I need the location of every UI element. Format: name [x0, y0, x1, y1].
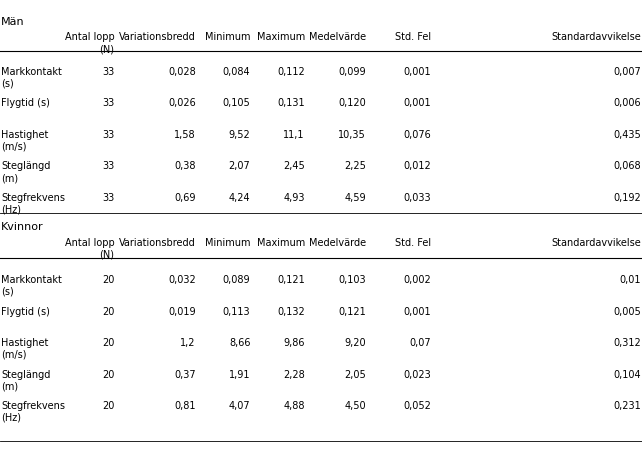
Text: 0,132: 0,132	[277, 307, 305, 317]
Text: 4,93: 4,93	[284, 193, 305, 203]
Text: 2,25: 2,25	[344, 161, 366, 171]
Text: 0,192: 0,192	[613, 193, 641, 203]
Text: Flygtid (s): Flygtid (s)	[1, 98, 50, 108]
Text: 0,131: 0,131	[277, 98, 305, 108]
Text: 0,002: 0,002	[404, 275, 431, 285]
Text: 0,121: 0,121	[338, 307, 366, 317]
Text: 11,1: 11,1	[284, 130, 305, 140]
Text: 4,07: 4,07	[229, 401, 250, 411]
Text: 8,66: 8,66	[229, 338, 250, 348]
Text: 0,104: 0,104	[613, 370, 641, 380]
Text: 0,435: 0,435	[613, 130, 641, 140]
Text: 0,121: 0,121	[277, 275, 305, 285]
Text: Antal lopp
(N): Antal lopp (N)	[65, 238, 114, 260]
Text: 0,001: 0,001	[404, 307, 431, 317]
Text: Standardavvikelse: Standardavvikelse	[551, 238, 641, 248]
Text: 4,59: 4,59	[344, 193, 366, 203]
Text: 33: 33	[102, 98, 114, 108]
Text: 0,076: 0,076	[404, 130, 431, 140]
Text: Steglängd
(m): Steglängd (m)	[1, 370, 51, 391]
Text: 20: 20	[102, 307, 114, 317]
Text: 0,052: 0,052	[404, 401, 431, 411]
Text: 0,81: 0,81	[175, 401, 196, 411]
Text: 0,69: 0,69	[175, 193, 196, 203]
Text: 0,084: 0,084	[223, 67, 250, 77]
Text: 0,006: 0,006	[613, 98, 641, 108]
Text: 0,005: 0,005	[613, 307, 641, 317]
Text: 9,86: 9,86	[284, 338, 305, 348]
Text: Hastighet
(m/s): Hastighet (m/s)	[1, 130, 49, 152]
Text: Medelvärde: Medelvärde	[309, 32, 366, 42]
Text: 0,112: 0,112	[277, 67, 305, 77]
Text: 0,023: 0,023	[404, 370, 431, 380]
Text: Flygtid (s): Flygtid (s)	[1, 307, 50, 317]
Text: 2,05: 2,05	[344, 370, 366, 380]
Text: 0,37: 0,37	[174, 370, 196, 380]
Text: Antal lopp
(N): Antal lopp (N)	[65, 32, 114, 54]
Text: 0,001: 0,001	[404, 67, 431, 77]
Text: Män: Män	[1, 17, 25, 27]
Text: 0,113: 0,113	[223, 307, 250, 317]
Text: 9,20: 9,20	[344, 338, 366, 348]
Text: 0,007: 0,007	[613, 67, 641, 77]
Text: 1,2: 1,2	[180, 338, 196, 348]
Text: 0,028: 0,028	[168, 67, 196, 77]
Text: 33: 33	[102, 67, 114, 77]
Text: Hastighet
(m/s): Hastighet (m/s)	[1, 338, 49, 360]
Text: 0,068: 0,068	[613, 161, 641, 171]
Text: 4,24: 4,24	[229, 193, 250, 203]
Text: 1,58: 1,58	[174, 130, 196, 140]
Text: 1,91: 1,91	[229, 370, 250, 380]
Text: 0,089: 0,089	[223, 275, 250, 285]
Text: Std. Fel: Std. Fel	[395, 238, 431, 248]
Text: Maximum: Maximum	[257, 32, 305, 42]
Text: 0,231: 0,231	[613, 401, 641, 411]
Text: 2,45: 2,45	[283, 161, 305, 171]
Text: 0,033: 0,033	[404, 193, 431, 203]
Text: Std. Fel: Std. Fel	[395, 32, 431, 42]
Text: 20: 20	[102, 275, 114, 285]
Text: Variationsbredd: Variationsbredd	[119, 32, 196, 42]
Text: Markkontakt
(s): Markkontakt (s)	[1, 275, 62, 297]
Text: 0,120: 0,120	[338, 98, 366, 108]
Text: Stegfrekvens
(Hz): Stegfrekvens (Hz)	[1, 401, 65, 423]
Text: Kvinnor: Kvinnor	[1, 222, 44, 232]
Text: 10,35: 10,35	[338, 130, 366, 140]
Text: Maximum: Maximum	[257, 238, 305, 248]
Text: 0,012: 0,012	[404, 161, 431, 171]
Text: 33: 33	[102, 193, 114, 203]
Text: 20: 20	[102, 401, 114, 411]
Text: 33: 33	[102, 130, 114, 140]
Text: 0,032: 0,032	[168, 275, 196, 285]
Text: 4,88: 4,88	[284, 401, 305, 411]
Text: 0,105: 0,105	[223, 98, 250, 108]
Text: 0,019: 0,019	[168, 307, 196, 317]
Text: 2,07: 2,07	[229, 161, 250, 171]
Text: Minimum: Minimum	[205, 238, 250, 248]
Text: 0,312: 0,312	[613, 338, 641, 348]
Text: 0,103: 0,103	[338, 275, 366, 285]
Text: 20: 20	[102, 338, 114, 348]
Text: 0,07: 0,07	[410, 338, 431, 348]
Text: 2,28: 2,28	[283, 370, 305, 380]
Text: Variationsbredd: Variationsbredd	[119, 238, 196, 248]
Text: 20: 20	[102, 370, 114, 380]
Text: 0,026: 0,026	[168, 98, 196, 108]
Text: 33: 33	[102, 161, 114, 171]
Text: 0,099: 0,099	[338, 67, 366, 77]
Text: Stegfrekvens
(Hz): Stegfrekvens (Hz)	[1, 193, 65, 215]
Text: Minimum: Minimum	[205, 32, 250, 42]
Text: 4,50: 4,50	[344, 401, 366, 411]
Text: 0,001: 0,001	[404, 98, 431, 108]
Text: 0,38: 0,38	[175, 161, 196, 171]
Text: Standardavvikelse: Standardavvikelse	[551, 32, 641, 42]
Text: Medelvärde: Medelvärde	[309, 238, 366, 248]
Text: Markkontakt
(s): Markkontakt (s)	[1, 67, 62, 88]
Text: Steglängd
(m): Steglängd (m)	[1, 161, 51, 183]
Text: 9,52: 9,52	[229, 130, 250, 140]
Text: 0,01: 0,01	[620, 275, 641, 285]
